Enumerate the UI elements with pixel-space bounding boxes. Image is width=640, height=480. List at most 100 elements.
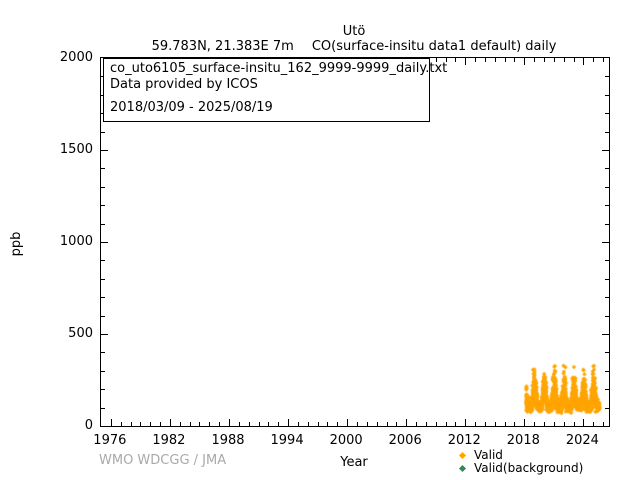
axis-tick	[101, 352, 105, 354]
axis-tick	[514, 58, 516, 62]
axis-tick	[534, 422, 536, 426]
y-tick-label: 1000	[59, 234, 93, 249]
axis-tick	[605, 186, 609, 188]
chart-title: Utö	[342, 24, 366, 39]
axis-tick	[534, 58, 536, 62]
axis-tick	[602, 150, 609, 151]
y-tick-label: 500	[68, 326, 93, 341]
axis-tick	[366, 422, 368, 426]
axis-tick	[101, 297, 105, 299]
axis-tick	[553, 422, 555, 426]
axis-tick	[130, 422, 132, 426]
axis-tick	[209, 422, 211, 426]
x-tick-label: 2018	[506, 433, 540, 448]
axis-tick	[605, 278, 609, 280]
axis-tick	[228, 419, 230, 426]
axis-tick	[317, 422, 319, 426]
axis-tick	[494, 422, 496, 426]
axis-tick	[603, 58, 605, 62]
axis-tick	[445, 422, 447, 426]
axis-tick	[583, 419, 585, 426]
chart-subtitle: 59.783N, 21.383E 7m CO(surface-insitu dat…	[100, 39, 608, 54]
y-tick-label: 1500	[59, 142, 93, 157]
x-tick-label: 1976	[93, 433, 127, 448]
axis-tick	[278, 422, 280, 426]
x-tick-label: 2012	[447, 433, 481, 448]
axis-tick	[524, 419, 526, 426]
axis-tick	[101, 168, 105, 170]
axis-tick	[605, 76, 609, 78]
axis-tick	[475, 422, 477, 426]
axis-tick	[583, 58, 585, 65]
axis-tick	[602, 334, 609, 335]
valid-background-marker-icon	[458, 464, 467, 473]
axis-tick	[563, 422, 565, 426]
axis-tick	[406, 419, 408, 426]
data-source-annotation-box: co_uto6105_surface-insitu_162_9999-9999_…	[103, 58, 448, 122]
axis-tick	[101, 150, 108, 151]
axis-tick	[544, 58, 546, 62]
axis-tick	[573, 422, 575, 426]
axis-tick	[445, 58, 447, 62]
data-filename: co_uto6105_surface-insitu_162_9999-9999_…	[110, 61, 448, 76]
axis-tick	[140, 422, 142, 426]
y-tick-label: 2000	[59, 50, 93, 65]
axis-tick	[101, 407, 105, 409]
axis-tick	[605, 168, 609, 170]
axis-tick	[455, 58, 457, 62]
legend-entry-valid-background: Valid(background)	[458, 462, 583, 475]
axis-tick	[455, 422, 457, 426]
axis-tick	[416, 422, 418, 426]
axis-tick	[386, 422, 388, 426]
axis-tick	[593, 58, 595, 62]
axis-tick	[475, 58, 477, 62]
axis-tick	[101, 278, 105, 280]
axis-tick	[101, 370, 105, 372]
legend: Valid Valid(background)	[458, 449, 583, 475]
axis-tick	[603, 422, 605, 426]
credit-text: WMO WDCGG / JMA	[99, 453, 227, 468]
axis-tick	[605, 223, 609, 225]
y-tick-label: 0	[84, 418, 93, 433]
axis-tick	[605, 205, 609, 207]
axis-tick	[101, 334, 108, 335]
axis-tick	[169, 419, 171, 426]
x-tick-label: 1982	[152, 433, 186, 448]
valid-marker-icon	[458, 451, 467, 460]
axis-tick	[347, 419, 349, 426]
axis-tick	[425, 422, 427, 426]
axis-tick	[435, 422, 437, 426]
legend-label-valid: Valid	[474, 448, 503, 462]
axis-tick	[484, 422, 486, 426]
axis-tick	[553, 58, 555, 62]
axis-tick	[593, 422, 595, 426]
axis-tick	[101, 186, 105, 188]
axis-tick	[563, 58, 565, 62]
axis-tick	[160, 422, 162, 426]
axis-tick	[504, 58, 506, 62]
axis-tick	[573, 58, 575, 62]
axis-tick	[150, 422, 152, 426]
axis-tick	[376, 422, 378, 426]
axis-tick	[465, 58, 467, 65]
x-tick-label: 2024	[565, 433, 599, 448]
axis-tick	[248, 422, 250, 426]
x-tick-label: 2006	[388, 433, 422, 448]
axis-tick	[101, 242, 108, 243]
axis-tick	[297, 422, 299, 426]
axis-tick	[101, 389, 105, 391]
axis-tick	[605, 370, 609, 372]
axis-tick	[101, 131, 105, 133]
axis-tick	[101, 205, 105, 207]
axis-tick	[435, 58, 437, 62]
axis-tick	[484, 58, 486, 62]
axis-tick	[605, 94, 609, 96]
axis-tick	[288, 419, 290, 426]
axis-tick	[605, 131, 609, 133]
parameter-label: CO(surface-insitu data1 default) daily	[311, 39, 557, 54]
y-axis-title: ppb	[8, 231, 24, 257]
axis-tick	[605, 260, 609, 262]
legend-label-valid-background: Valid(background)	[474, 461, 584, 475]
station-coordinates: 59.783N, 21.383E 7m	[151, 39, 294, 54]
axis-tick	[337, 422, 339, 426]
